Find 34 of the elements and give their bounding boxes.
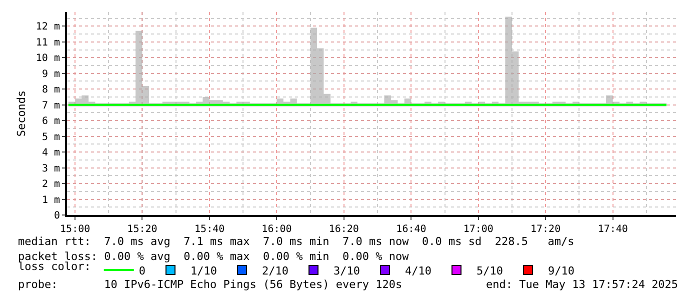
text: probe: 10 IPv6-ICMP Echo Pings (56 Bytes) every 120s (18, 278, 402, 291)
x-tick-label: 17:40 (598, 224, 628, 235)
x-tick-label: 17:20 (530, 224, 561, 235)
y-tick-label: 8 m (42, 84, 60, 96)
y-tick-label: 7 m (42, 100, 60, 112)
x-tick-label: 15:40 (194, 224, 225, 235)
legend-label: 4/10 (404, 264, 432, 278)
text: end: Tue May 13 17:57:24 2025 (486, 278, 678, 291)
y-tick-label: 3 m (42, 163, 60, 174)
x-tick-label: 16:40 (396, 224, 426, 235)
y-tick-label: 4 m (42, 148, 60, 159)
legend-label: 3/10 (333, 264, 360, 278)
x-tick-label: 16:00 (262, 224, 292, 235)
y-tick-label: 10 m (36, 53, 60, 64)
x-tick-label: 17:00 (463, 224, 494, 235)
legend-label: 0 (138, 264, 146, 278)
y-tick-label: 6 m (42, 116, 60, 128)
text: packet loss: 0.00 % avg 0.00 % max 0.00 % min 0.00 % now (18, 250, 410, 263)
legend-label: 2/10 (262, 264, 288, 278)
legend-label: 9/10 (548, 264, 574, 278)
y-tick-label: 11 m (36, 37, 60, 48)
x-tick-label: 15:20 (127, 224, 158, 235)
x-tick-label: 16:20 (328, 224, 359, 235)
y-tick-label: 9 m (42, 68, 60, 80)
y-tick-label: 2 m (42, 179, 60, 190)
legend-label: 1/10 (190, 264, 217, 278)
text: median rtt: 7.0 ms avg 7.1 ms max 7.0 ms min 7.0 ms now 0.0 ms sd 228.5 am/s (18, 235, 574, 248)
y-tick-label: 0 (54, 210, 60, 222)
x-tick-label: 15:00 (60, 224, 90, 235)
legend-label: 5/10 (476, 264, 503, 278)
y-tick-label: 1 m (42, 194, 60, 206)
y-axis-title: Seconds (15, 90, 28, 137)
y-tick-label: 12 m (36, 22, 60, 33)
y-tick-label: 5 m (42, 132, 60, 143)
